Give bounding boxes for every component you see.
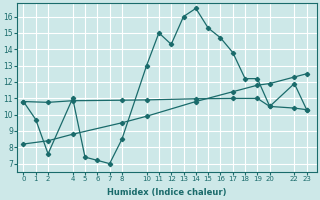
X-axis label: Humidex (Indice chaleur): Humidex (Indice chaleur): [107, 188, 227, 197]
